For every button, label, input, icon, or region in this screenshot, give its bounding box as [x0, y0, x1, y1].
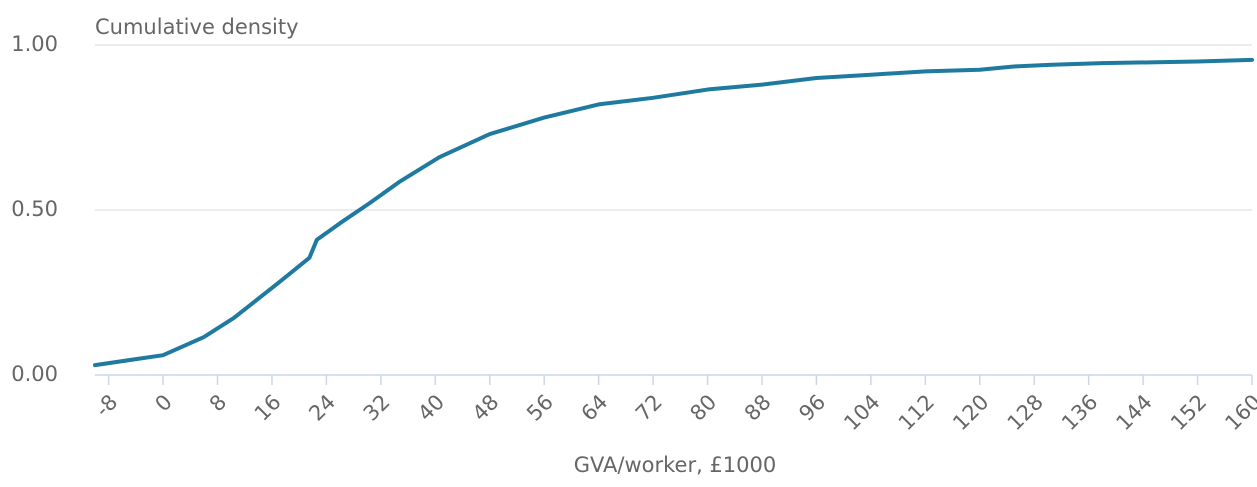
x-tick-label: 120 — [948, 390, 993, 435]
x-tick-label: 96 — [794, 390, 830, 426]
x-tick-label: 40 — [413, 390, 449, 426]
x-tick-label: 24 — [304, 390, 340, 426]
y-axis-title: Cumulative density — [95, 15, 299, 39]
x-tick-label: 56 — [522, 390, 558, 426]
x-tick-label: 88 — [740, 390, 776, 426]
x-tick-label: 104 — [839, 390, 884, 435]
x-tick-label: 0 — [150, 390, 176, 416]
x-tick-label: 80 — [685, 390, 721, 426]
y-tick-label: 0.00 — [11, 362, 58, 386]
x-tick-label: 32 — [359, 390, 395, 426]
x-axis-title: GVA/worker, £1000 — [574, 453, 777, 477]
x-tick-label: 8 — [205, 390, 231, 416]
x-tick-label: -8 — [91, 390, 123, 422]
x-tick-label: 128 — [1003, 390, 1048, 435]
x-tick-label: 48 — [468, 390, 504, 426]
x-tick-label: 112 — [894, 390, 939, 435]
x-tick-label: 72 — [631, 390, 667, 426]
y-tick-label: 1.00 — [11, 32, 58, 56]
x-tick-label: 64 — [577, 390, 613, 426]
x-tick-label: 160 — [1220, 390, 1257, 435]
x-tick-label: 16 — [250, 390, 286, 426]
x-tick-label: 144 — [1112, 390, 1157, 435]
data-line — [93, 57, 1254, 368]
x-tick-label: 152 — [1166, 390, 1211, 435]
x-tick-label: 136 — [1057, 390, 1102, 435]
y-tick-label: 0.50 — [11, 197, 58, 221]
